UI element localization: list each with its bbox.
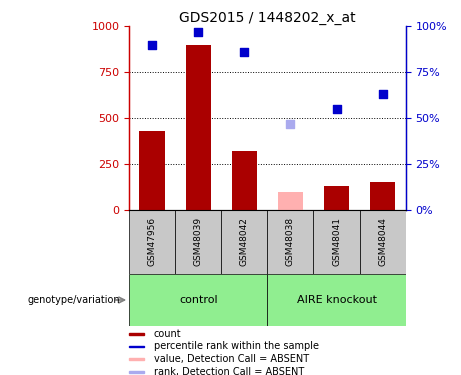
- Text: percentile rank within the sample: percentile rank within the sample: [154, 341, 319, 351]
- Bar: [313, 210, 360, 274]
- Bar: [324, 186, 349, 210]
- Bar: [267, 274, 406, 326]
- Bar: [129, 358, 144, 360]
- Bar: [360, 210, 406, 274]
- Point: [241, 49, 248, 55]
- Bar: [129, 371, 144, 373]
- Text: GSM48039: GSM48039: [194, 217, 203, 266]
- Bar: [186, 45, 211, 210]
- Text: control: control: [179, 295, 218, 305]
- Text: value, Detection Call = ABSENT: value, Detection Call = ABSENT: [154, 354, 308, 364]
- Text: GSM48041: GSM48041: [332, 217, 341, 266]
- Bar: [129, 346, 144, 347]
- Point: [287, 121, 294, 127]
- Text: GSM47956: GSM47956: [148, 217, 157, 266]
- Bar: [129, 274, 267, 326]
- Bar: [221, 210, 267, 274]
- Bar: [129, 333, 144, 334]
- Bar: [129, 210, 175, 274]
- Point: [148, 42, 156, 48]
- Text: GSM48042: GSM48042: [240, 217, 249, 266]
- Bar: [175, 210, 221, 274]
- Bar: [232, 151, 257, 210]
- Text: GSM48038: GSM48038: [286, 217, 295, 266]
- Text: GSM48044: GSM48044: [378, 217, 387, 266]
- Bar: [140, 131, 165, 210]
- Title: GDS2015 / 1448202_x_at: GDS2015 / 1448202_x_at: [179, 11, 356, 25]
- Text: AIRE knockout: AIRE knockout: [296, 295, 377, 305]
- Point: [333, 106, 340, 112]
- Bar: [370, 182, 396, 210]
- Text: genotype/variation: genotype/variation: [27, 295, 120, 305]
- Point: [195, 29, 202, 35]
- Bar: [267, 210, 313, 274]
- Point: [379, 91, 386, 97]
- Text: rank, Detection Call = ABSENT: rank, Detection Call = ABSENT: [154, 367, 304, 375]
- Text: count: count: [154, 329, 181, 339]
- Bar: [278, 192, 303, 210]
